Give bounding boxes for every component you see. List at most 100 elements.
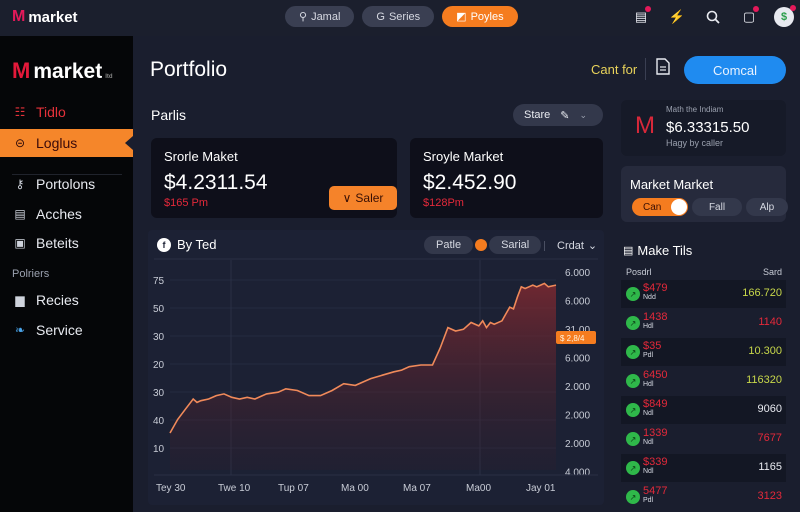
y-tick-label: 75 xyxy=(153,276,165,287)
summary-card: M Math the Indiam $6.33315.50 Hagy by ca… xyxy=(621,100,786,156)
trend-up-icon: ↗ xyxy=(626,461,640,475)
badge-dot xyxy=(790,5,796,11)
document-icon[interactable] xyxy=(656,58,670,79)
badge-dot xyxy=(753,6,759,12)
y-tick-label: 6.000 xyxy=(565,354,590,365)
cant-for-link[interactable]: Cant for xyxy=(591,62,638,77)
toggle-fall[interactable]: Fall xyxy=(692,198,742,216)
x-tick-label: Twe 10 xyxy=(218,483,251,494)
pencil-icon: ✎ xyxy=(560,109,570,122)
g-icon: G xyxy=(376,10,385,23)
y-tick-label: 20 xyxy=(153,360,165,371)
y-tick-label: 2.000 xyxy=(565,439,590,450)
building-icon[interactable]: ▤ xyxy=(630,6,652,28)
list-item[interactable]: ↗ $849 Ndl 9060 xyxy=(621,396,786,424)
x-tick-label: Tup 07 xyxy=(278,483,309,494)
y-tick-label: 2.000 xyxy=(565,411,590,422)
chart-segment: Patle Sarial xyxy=(424,236,542,254)
x-tick-label: Ma 00 xyxy=(341,483,369,494)
sidebar-brand[interactable]: M market ltd xyxy=(12,58,113,83)
y-tick-label: 6.000 xyxy=(565,297,590,308)
crdat-dropdown[interactable]: Crdat ⌄ xyxy=(544,239,598,253)
cancel-button[interactable]: Comcal xyxy=(684,56,786,84)
y-tick-label: 30 xyxy=(153,332,165,343)
badge-dot xyxy=(645,6,651,12)
sidebar-item-beteits[interactable]: ▣ Beteits xyxy=(14,235,79,251)
trend-up-icon: ↗ xyxy=(626,432,640,446)
trend-up-icon: ↗ xyxy=(626,403,640,417)
sidebar-item-tidlo[interactable]: ☷ Tidlo xyxy=(14,104,66,120)
chevron-down-icon: ⌄ xyxy=(579,109,588,120)
divider xyxy=(12,174,122,175)
y-tick-label: 31.00 xyxy=(565,325,590,336)
list-item[interactable]: ↗ $479 Ndd 166.720 xyxy=(621,280,786,308)
section-title: Parlis xyxy=(151,107,187,123)
list-item[interactable]: ↗ 5477 Pdl 3123 xyxy=(621,483,786,511)
avatar[interactable]: $ xyxy=(774,5,796,27)
tag-icon: ◩ xyxy=(456,11,467,23)
trend-up-icon: ↗ xyxy=(626,287,640,301)
seg-sarial[interactable]: Sarial xyxy=(489,236,542,254)
summary-value: $6.33315.50 xyxy=(666,119,750,136)
sidebar-item-service[interactable]: ❧ Service xyxy=(14,322,83,338)
col-header: Posdrl xyxy=(626,267,652,277)
toggle-alp[interactable]: Alp xyxy=(746,198,788,216)
x-tick-label: Tey 30 xyxy=(156,483,186,494)
x-tick-label: Ma 07 xyxy=(403,483,431,494)
info-icon: f xyxy=(157,237,171,252)
brand-name: market xyxy=(28,8,78,26)
list-item[interactable]: ↗ 1339 Ndl 7677 xyxy=(621,425,786,453)
pill-series[interactable]: G Series xyxy=(362,6,435,27)
trend-up-icon: ↗ xyxy=(626,345,640,359)
brand-logo[interactable]: M market xyxy=(12,8,78,26)
market-toggle: Can Fall Alp xyxy=(632,198,788,216)
chart-panel: 75 50 30 20 30 40 10 6.000 6.000 31.00 6.000 2.000 2… xyxy=(148,230,604,505)
m-logo-icon: M xyxy=(12,58,31,83)
notification-icon[interactable]: ▢ xyxy=(738,6,760,28)
sidebar-item-loglus[interactable]: ⊝ Loglus xyxy=(0,129,133,157)
stare-dropdown[interactable]: Stare ✎ ⌄ xyxy=(513,104,603,126)
calendar-icon: ▣ xyxy=(14,236,26,250)
card-value: $2.452.90 xyxy=(423,171,517,194)
bars-icon: ▆ xyxy=(15,293,25,307)
pill-poyles[interactable]: ◩ Poyles xyxy=(442,6,518,27)
x-tick-label: Ma00 xyxy=(466,483,491,494)
card-value: $4.2311.54 xyxy=(164,171,268,194)
bolt-icon[interactable]: ⚡ xyxy=(668,9,686,24)
trend-up-icon: ↗ xyxy=(626,490,640,504)
y-tick-label: 40 xyxy=(153,416,165,427)
card-delta: $165 Pm xyxy=(164,197,209,209)
price-chart[interactable]: 75 50 30 20 30 40 10 6.000 6.000 31.00 6.000 2.000 2… xyxy=(148,230,604,505)
y-tick-label: 4.000 xyxy=(565,468,590,479)
y-tick-label: 30 xyxy=(153,388,165,399)
clipboard-icon: ▤ xyxy=(623,245,634,257)
trend-up-icon: ↗ xyxy=(626,374,640,388)
chevron-down-icon: ⌄ xyxy=(587,240,598,252)
search-icon: ⚲ xyxy=(299,11,308,23)
seg-patle[interactable]: Patle xyxy=(424,236,474,254)
saler-button[interactable]: ∨ Saler xyxy=(329,186,397,210)
list-item[interactable]: ↗ 6450 Hdl 116320 xyxy=(621,367,786,395)
divider xyxy=(645,58,646,80)
list-item[interactable]: ↗ $35 Pdl 10.300 xyxy=(621,338,786,366)
toggle-dot[interactable] xyxy=(475,239,488,251)
list-item[interactable]: ↗ 1438 Hdl 1140 xyxy=(621,309,786,337)
market-card: Srorle Maket $4.2311.54 $165 Pm ∨ Saler xyxy=(151,138,397,218)
y-tick-label: 2.000 xyxy=(565,382,590,393)
sidebar-item-acches[interactable]: ▤ Acches xyxy=(14,206,82,222)
svg-text:$ 2,8/4: $ 2,8/4 xyxy=(560,334,585,343)
bird-icon: ❧ xyxy=(14,323,26,337)
sidebar-item-portolons[interactable]: ⚷ Portolons xyxy=(0,170,133,198)
make-tils-list: ▤ Make Tils Posdrl Sard ↗ $479 Ndd 166.720 ↗… xyxy=(621,236,786,505)
chevron-down-icon: ∨ xyxy=(342,191,352,205)
sidebar-item-recies[interactable]: ▆ Recies xyxy=(0,286,133,314)
market-toggle-card: Market Market Can Fall Alp xyxy=(621,166,788,222)
top-icons: ▤ ⚡ ▢ $ xyxy=(630,5,796,28)
y-tick-label: 10 xyxy=(153,444,165,455)
list-item[interactable]: ↗ $339 Ndl 1165 xyxy=(621,454,786,482)
top-bar: M market ⚲ Jamal G Series ◩ Poyles ▤ ⚡ ▢… xyxy=(0,0,800,36)
search-icon[interactable] xyxy=(702,6,724,28)
m-logo-icon: M xyxy=(12,8,25,25)
toggle-can[interactable]: Can xyxy=(632,198,688,216)
pill-jamal[interactable]: ⚲ Jamal xyxy=(285,6,355,27)
